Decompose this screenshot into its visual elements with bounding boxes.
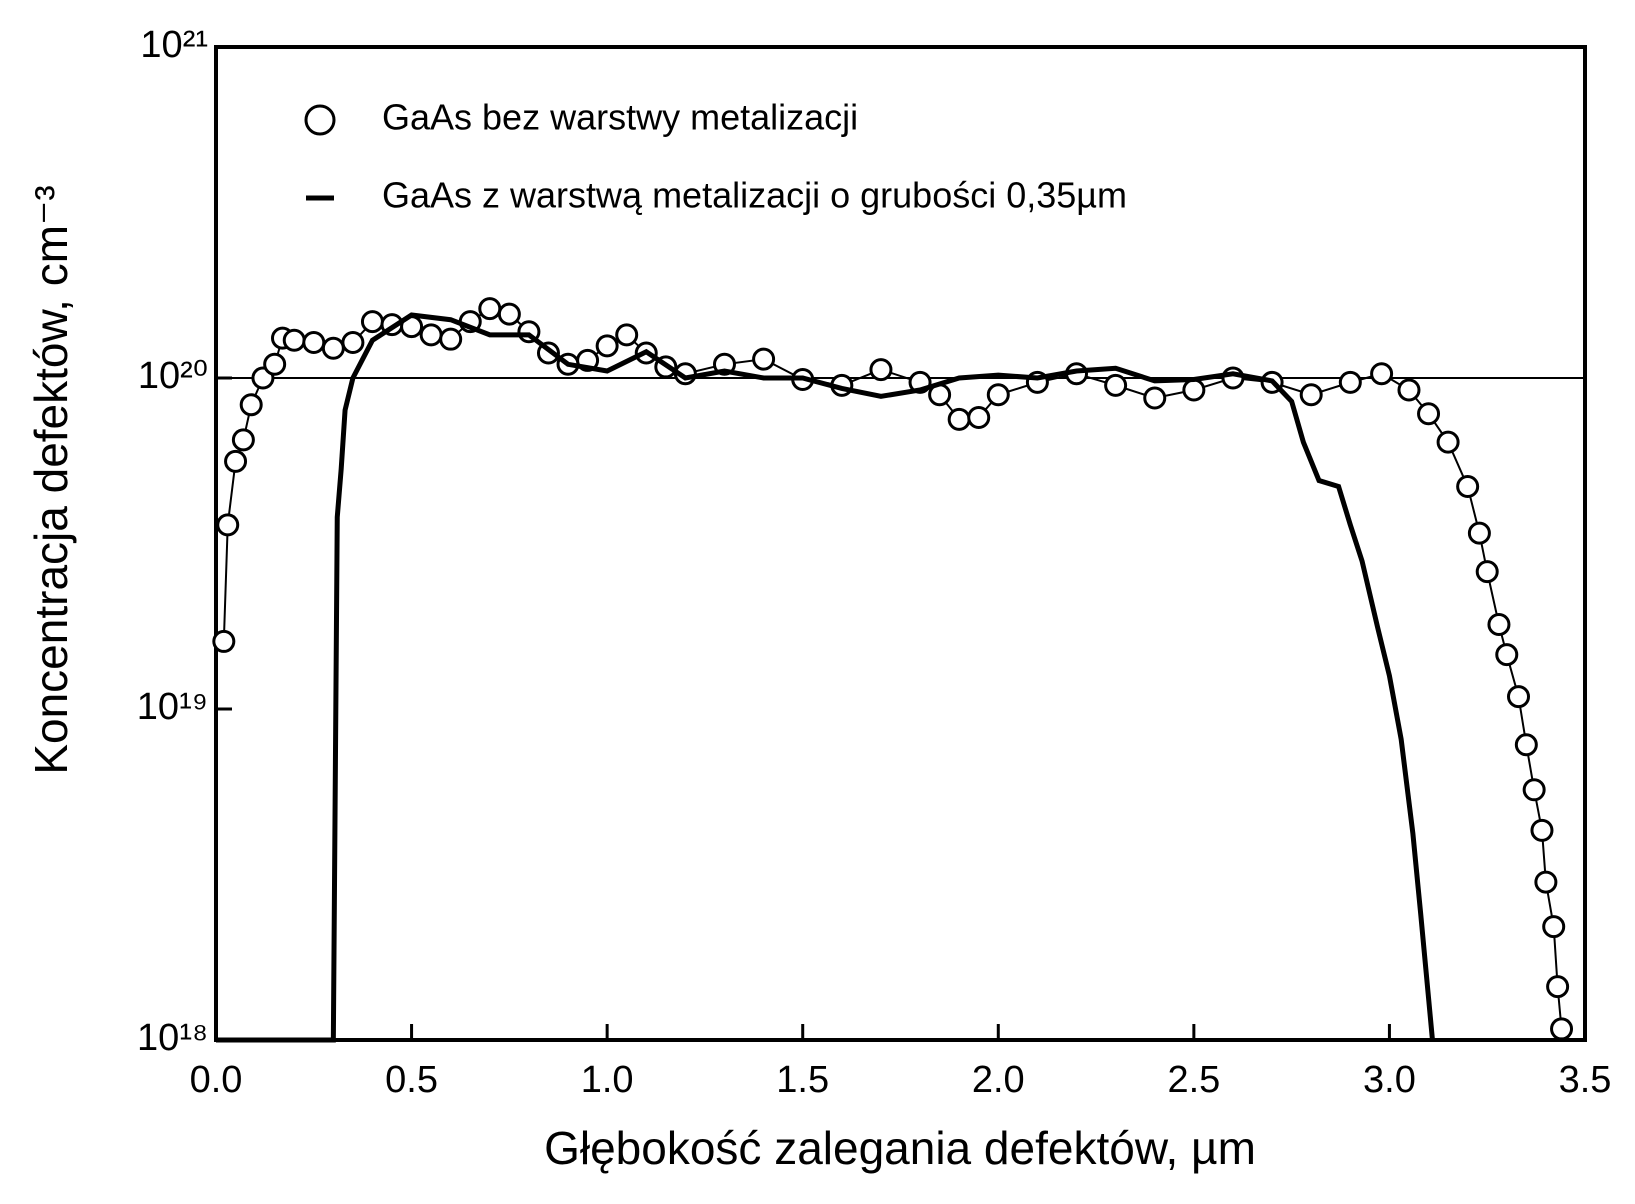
plot-frame bbox=[214, 45, 1587, 1042]
data-point bbox=[1542, 915, 1566, 939]
data-point bbox=[1370, 362, 1394, 386]
data-point bbox=[1417, 402, 1441, 426]
data-point bbox=[595, 334, 619, 358]
x-tick-label: 2.5 bbox=[1167, 1059, 1220, 1101]
data-point bbox=[1467, 521, 1491, 545]
data-point bbox=[1487, 613, 1511, 637]
data-point bbox=[752, 347, 776, 371]
data-point bbox=[497, 302, 521, 326]
x-tick-label: 1.5 bbox=[776, 1059, 829, 1101]
data-point bbox=[947, 407, 971, 431]
y-tick-label: 10¹⁹ bbox=[137, 686, 208, 728]
x-tick-label: 2.0 bbox=[972, 1059, 1025, 1101]
data-point bbox=[1514, 733, 1538, 757]
y-tick-label: 10²¹ bbox=[140, 24, 208, 66]
x-tick-label: 3.0 bbox=[1363, 1059, 1416, 1101]
data-point bbox=[1507, 685, 1531, 709]
data-point bbox=[360, 310, 384, 334]
data-point bbox=[869, 358, 893, 382]
data-point bbox=[1456, 475, 1480, 499]
data-point bbox=[1495, 643, 1519, 667]
data-point bbox=[224, 449, 248, 473]
x-tick-label: 0.0 bbox=[190, 1059, 243, 1101]
y-tick-label: 10²⁰ bbox=[138, 355, 208, 397]
data-point bbox=[231, 428, 255, 452]
data-point bbox=[1546, 975, 1570, 999]
data-point bbox=[1436, 430, 1460, 454]
data-point bbox=[1338, 370, 1362, 394]
data-point bbox=[1550, 1017, 1574, 1041]
data-point bbox=[1104, 373, 1128, 397]
data-point bbox=[1397, 378, 1421, 402]
x-axis-label: Głębokość zalegania defektów, µm bbox=[544, 1122, 1256, 1174]
data-point bbox=[341, 331, 365, 355]
legend-marker bbox=[304, 104, 336, 136]
data-point bbox=[615, 323, 639, 347]
data-point bbox=[239, 393, 263, 417]
data-point bbox=[1299, 383, 1323, 407]
data-point bbox=[1522, 778, 1546, 802]
data-point bbox=[282, 328, 306, 352]
data-point bbox=[478, 297, 502, 321]
data-point bbox=[212, 629, 236, 653]
y-tick-label: 10¹⁸ bbox=[137, 1017, 208, 1059]
data-point bbox=[216, 513, 240, 537]
data-point bbox=[1475, 560, 1499, 584]
data-point bbox=[967, 405, 991, 429]
data-point bbox=[712, 352, 736, 376]
data-point bbox=[1534, 870, 1558, 894]
legend-label: GaAs bez warstwy metalizacji bbox=[382, 97, 858, 138]
data-point bbox=[263, 352, 287, 376]
data-point bbox=[439, 327, 463, 351]
data-point bbox=[1221, 366, 1245, 390]
data-point bbox=[419, 323, 443, 347]
data-point bbox=[986, 383, 1010, 407]
x-tick-label: 0.5 bbox=[385, 1059, 438, 1101]
x-tick-label: 1.0 bbox=[581, 1059, 634, 1101]
data-point bbox=[1143, 386, 1167, 410]
y-axis-label: Koncentracja defektów, cm⁻³ bbox=[25, 185, 77, 774]
data-point bbox=[1530, 818, 1554, 842]
series-line bbox=[216, 312, 1435, 1043]
data-point bbox=[302, 331, 326, 355]
data-point bbox=[321, 336, 345, 360]
legend-label: GaAs z warstwą metalizacji o grubości 0,… bbox=[382, 175, 1127, 216]
x-tick-label: 3.5 bbox=[1559, 1059, 1612, 1101]
data-point bbox=[1182, 378, 1206, 402]
